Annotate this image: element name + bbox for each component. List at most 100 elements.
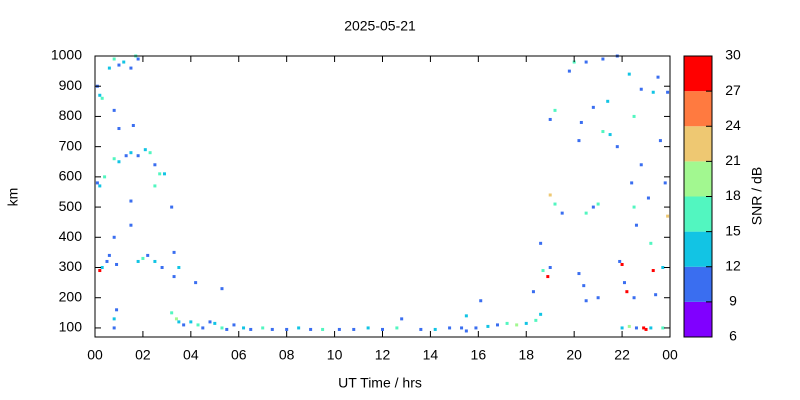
x-tick-label: 12 bbox=[375, 347, 391, 363]
data-point bbox=[625, 290, 629, 294]
data-point bbox=[649, 241, 653, 245]
colorbar-segment bbox=[684, 231, 712, 267]
data-point bbox=[105, 259, 109, 263]
data-point bbox=[591, 105, 595, 109]
data-point bbox=[129, 151, 133, 155]
data-point bbox=[129, 199, 133, 203]
data-point bbox=[479, 299, 483, 303]
data-point bbox=[577, 139, 581, 143]
data-point bbox=[596, 202, 600, 206]
x-tick-label: 22 bbox=[614, 347, 630, 363]
data-point bbox=[100, 96, 104, 100]
data-point bbox=[177, 266, 181, 270]
data-point bbox=[634, 223, 638, 227]
data-point bbox=[136, 57, 140, 61]
data-point bbox=[572, 60, 576, 64]
y-tick-label: 800 bbox=[59, 107, 83, 123]
data-point bbox=[381, 327, 384, 331]
data-point bbox=[515, 323, 519, 327]
data-point bbox=[261, 326, 265, 330]
data-point bbox=[98, 93, 102, 97]
data-point bbox=[654, 293, 658, 297]
data-point bbox=[177, 320, 181, 324]
data-point bbox=[115, 308, 119, 312]
data-point bbox=[632, 114, 636, 118]
data-point bbox=[474, 326, 478, 330]
data-point bbox=[539, 312, 543, 316]
colorbar-tick-label: 27 bbox=[725, 82, 741, 98]
data-point bbox=[98, 184, 102, 188]
plot-frame bbox=[94, 55, 671, 338]
data-point bbox=[196, 323, 200, 327]
data-point bbox=[539, 241, 543, 245]
data-point bbox=[117, 63, 121, 67]
data-point bbox=[661, 266, 665, 270]
data-point bbox=[112, 57, 116, 61]
data-point bbox=[620, 326, 624, 330]
data-point bbox=[639, 87, 643, 91]
data-point bbox=[464, 314, 468, 318]
x-tick-label: 18 bbox=[518, 347, 534, 363]
data-point bbox=[601, 130, 605, 134]
data-point bbox=[100, 266, 104, 270]
data-point bbox=[170, 205, 174, 209]
data-point bbox=[115, 262, 119, 266]
x-tick-label: 20 bbox=[566, 347, 582, 363]
data-point bbox=[634, 326, 638, 330]
colorbar-tick-label: 12 bbox=[725, 257, 741, 273]
data-point bbox=[642, 326, 646, 330]
data-point bbox=[606, 99, 610, 103]
data-point bbox=[656, 75, 660, 79]
data-point bbox=[146, 253, 150, 257]
data-point bbox=[232, 323, 236, 327]
data-point bbox=[124, 154, 128, 158]
data-point bbox=[618, 259, 622, 263]
data-point bbox=[615, 145, 619, 149]
data-point bbox=[541, 269, 545, 273]
data-point bbox=[201, 326, 205, 330]
data-point bbox=[448, 326, 452, 330]
y-axis-label: km bbox=[5, 188, 21, 207]
colorbar-segment bbox=[684, 196, 712, 232]
data-point bbox=[148, 151, 152, 155]
data-point bbox=[646, 196, 650, 200]
x-tick-label: 14 bbox=[423, 347, 439, 363]
data-point bbox=[309, 327, 313, 331]
data-point bbox=[548, 117, 552, 121]
x-tick-label: 00 bbox=[662, 347, 678, 363]
data-point bbox=[666, 90, 670, 94]
colorbar-tick-label: 15 bbox=[725, 222, 741, 238]
data-point bbox=[112, 326, 116, 330]
x-tick-label: 10 bbox=[327, 347, 343, 363]
data-point bbox=[567, 69, 571, 73]
data-point bbox=[112, 317, 116, 321]
data-point bbox=[136, 154, 140, 158]
data-point bbox=[172, 275, 176, 279]
data-point bbox=[117, 127, 121, 131]
x-tick-label: 06 bbox=[231, 347, 247, 363]
data-point bbox=[639, 163, 643, 167]
data-point bbox=[608, 133, 612, 137]
data-point bbox=[112, 108, 116, 112]
colorbar-segment bbox=[684, 161, 712, 197]
data-point bbox=[553, 108, 557, 112]
x-tick-label: 08 bbox=[279, 347, 295, 363]
data-point bbox=[194, 281, 198, 285]
data-point bbox=[649, 326, 653, 330]
data-point bbox=[658, 139, 662, 143]
data-point bbox=[627, 324, 631, 328]
y-tick-label: 200 bbox=[59, 288, 83, 304]
data-point bbox=[131, 123, 135, 127]
data-point bbox=[546, 275, 550, 279]
data-point bbox=[98, 269, 102, 273]
data-point bbox=[153, 184, 157, 188]
x-tick-label: 00 bbox=[87, 347, 103, 363]
data-point bbox=[632, 296, 636, 300]
colorbar-segment bbox=[684, 266, 712, 302]
data-point bbox=[220, 326, 224, 330]
data-point bbox=[419, 327, 423, 331]
data-point bbox=[591, 205, 595, 209]
data-point bbox=[172, 250, 176, 254]
data-point bbox=[107, 66, 111, 70]
